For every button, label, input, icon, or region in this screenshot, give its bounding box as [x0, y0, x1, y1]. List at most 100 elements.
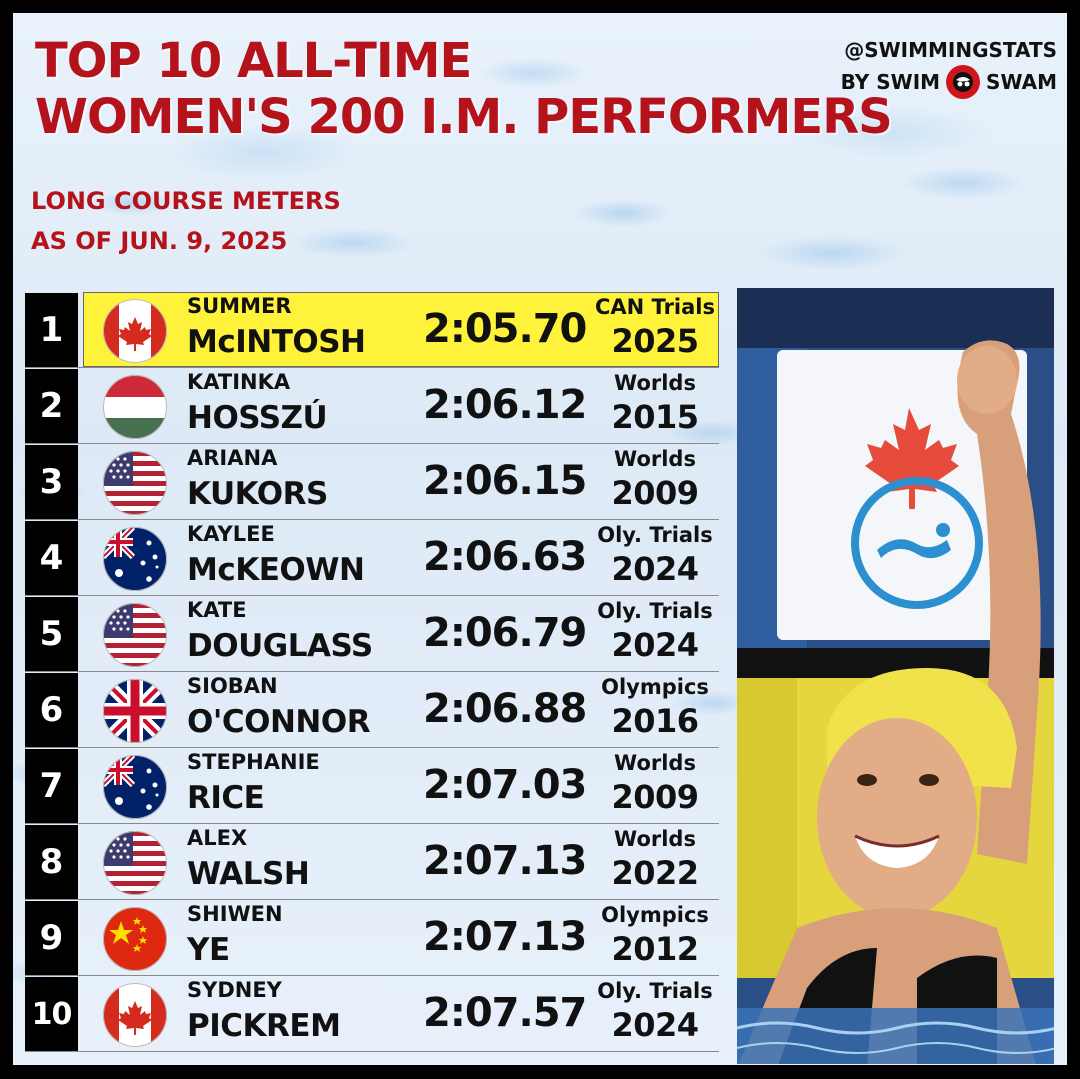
meet-name: Oly. Trials	[597, 979, 713, 1003]
first-name: SYDNEY	[187, 978, 282, 1002]
brand-byline: BY SWIM SWAM	[841, 65, 1057, 99]
meet-cell: Olympics 2016	[591, 674, 719, 742]
table-row: 2 KATINKA HOSSZÚ 2:06.12 Worlds 2015	[25, 368, 719, 444]
table-row: 6 SIOBAN O'CONNOR 2:06.88 Olympics 2016	[25, 672, 719, 748]
last-name: RICE	[187, 780, 265, 816]
meet-cell: Worlds 2022	[591, 826, 719, 894]
brand-block: @SWIMMINGSTATS BY SWIM SWAM	[841, 35, 1057, 99]
rank-cell: 6	[25, 673, 78, 747]
swim-time: 2:07.57	[423, 990, 587, 1036]
meet-name: Olympics	[601, 675, 709, 699]
rank-cell: 7	[25, 749, 78, 823]
swimswam-logo-icon	[946, 65, 981, 99]
usa-flag-icon	[103, 831, 167, 895]
table-row: 8 ALEX WALSH 2:07.13 Worlds 2022	[25, 824, 719, 900]
highlight-background	[83, 292, 719, 367]
swim-time: 2:07.13	[423, 914, 587, 960]
meet-cell: Worlds 2015	[591, 370, 719, 438]
rank-cell: 9	[25, 901, 78, 975]
meet-year: 2012	[611, 930, 699, 968]
first-name: KAYLEE	[187, 522, 275, 546]
meet-cell: Worlds 2009	[591, 750, 719, 818]
meet-year: 2024	[611, 626, 699, 664]
meet-name: Worlds	[614, 827, 696, 851]
first-name: SIOBAN	[187, 674, 278, 698]
table-row: 3 ARIANA KUKORS 2:06.15 Worlds 2009	[25, 444, 719, 520]
usa-flag-icon	[103, 451, 167, 515]
last-name: WALSH	[187, 856, 310, 892]
first-name: STEPHANIE	[187, 750, 320, 774]
table-row: 10 SYDNEY PICKREM 2:07.57 Oly. Trials 2024	[25, 976, 719, 1052]
swim-time: 2:07.03	[423, 762, 587, 808]
uk-flag-icon	[103, 679, 167, 743]
meet-name: Worlds	[614, 751, 696, 775]
meet-cell: Oly. Trials 2024	[591, 978, 719, 1046]
last-name: McINTOSH	[187, 324, 366, 360]
rank-cell: 2	[25, 369, 78, 443]
table-row: 9 SHIWEN YE 2:07.13 Olympics 2012	[25, 900, 719, 976]
meet-cell: Oly. Trials 2024	[591, 522, 719, 590]
meet-year: 2009	[611, 474, 699, 512]
meet-year: 2022	[611, 854, 699, 892]
last-name: KUKORS	[187, 476, 328, 512]
meet-year: 2015	[611, 398, 699, 436]
table-row: 4 KAYLEE McKEOWN 2:06.63 Oly. Trials 2024	[25, 520, 719, 596]
subtitle: LONG COURSE METERS AS OF JUN. 9, 2025	[31, 181, 341, 261]
swim-time: 2:05.70	[423, 306, 587, 352]
meet-year: 2009	[611, 778, 699, 816]
meet-cell: Oly. Trials 2024	[591, 598, 719, 666]
table-row: 5 KATE DOUGLASS 2:06.79 Oly. Trials 2024	[25, 596, 719, 672]
table-row: 1 SUMMER McINTOSH 2:05.70 CAN Trials 2025	[25, 292, 719, 368]
last-name: HOSSZÚ	[187, 400, 328, 436]
first-name: KATE	[187, 598, 247, 622]
australia-flag-icon	[103, 527, 167, 591]
meet-year: 2025	[611, 322, 699, 360]
rank-cell: 8	[25, 825, 78, 899]
canada-flag-icon	[103, 299, 167, 363]
page-title: TOP 10 ALL-TIME WOMEN'S 200 I.M. PERFORM…	[35, 33, 893, 145]
course-label: LONG COURSE METERS	[31, 187, 341, 215]
brand-by: BY SWIM	[840, 70, 941, 94]
meet-name: Olympics	[601, 903, 709, 927]
meet-cell: CAN Trials 2025	[591, 294, 719, 362]
brand-name: SWAM	[986, 70, 1057, 94]
swim-time: 2:06.12	[423, 382, 587, 428]
brand-handle: @SWIMMINGSTATS	[844, 38, 1057, 62]
hungary-flag-icon	[103, 375, 167, 439]
meet-name: Oly. Trials	[597, 523, 713, 547]
ranking-table: 1 SUMMER McINTOSH 2:05.70 CAN Trials 2025 2 K…	[25, 292, 719, 1052]
canada-flag-icon	[103, 983, 167, 1047]
meet-name: Worlds	[614, 447, 696, 471]
first-name: KATINKA	[187, 370, 291, 394]
rank-cell: 10	[25, 977, 78, 1051]
swim-time: 2:06.79	[423, 610, 587, 656]
last-name: McKEOWN	[187, 552, 365, 588]
china-flag-icon	[103, 907, 167, 971]
first-name: SUMMER	[187, 294, 292, 318]
rank-cell: 3	[25, 445, 78, 519]
meet-year: 2024	[611, 1006, 699, 1044]
swimmer-photo	[737, 288, 1054, 1064]
meet-year: 2016	[611, 702, 699, 740]
rank-cell: 4	[25, 521, 78, 595]
meet-name: CAN Trials	[595, 295, 715, 319]
as-of-date: AS OF JUN. 9, 2025	[31, 227, 288, 255]
swim-time: 2:06.63	[423, 534, 587, 580]
last-name: DOUGLASS	[187, 628, 373, 664]
table-row: 7 STEPHANIE RICE 2:07.03 Worlds 2009	[25, 748, 719, 824]
first-name: ARIANA	[187, 446, 278, 470]
meet-cell: Worlds 2009	[591, 446, 719, 514]
rank-cell: 5	[25, 597, 78, 671]
swim-time: 2:06.15	[423, 458, 587, 504]
title-line-1: TOP 10 ALL-TIME	[35, 33, 472, 89]
meet-name: Worlds	[614, 371, 696, 395]
first-name: SHIWEN	[187, 902, 283, 926]
first-name: ALEX	[187, 826, 248, 850]
rank-cell: 1	[25, 293, 78, 367]
usa-flag-icon	[103, 603, 167, 667]
meet-cell: Olympics 2012	[591, 902, 719, 970]
meet-name: Oly. Trials	[597, 599, 713, 623]
meet-year: 2024	[611, 550, 699, 588]
swim-time: 2:07.13	[423, 838, 587, 884]
